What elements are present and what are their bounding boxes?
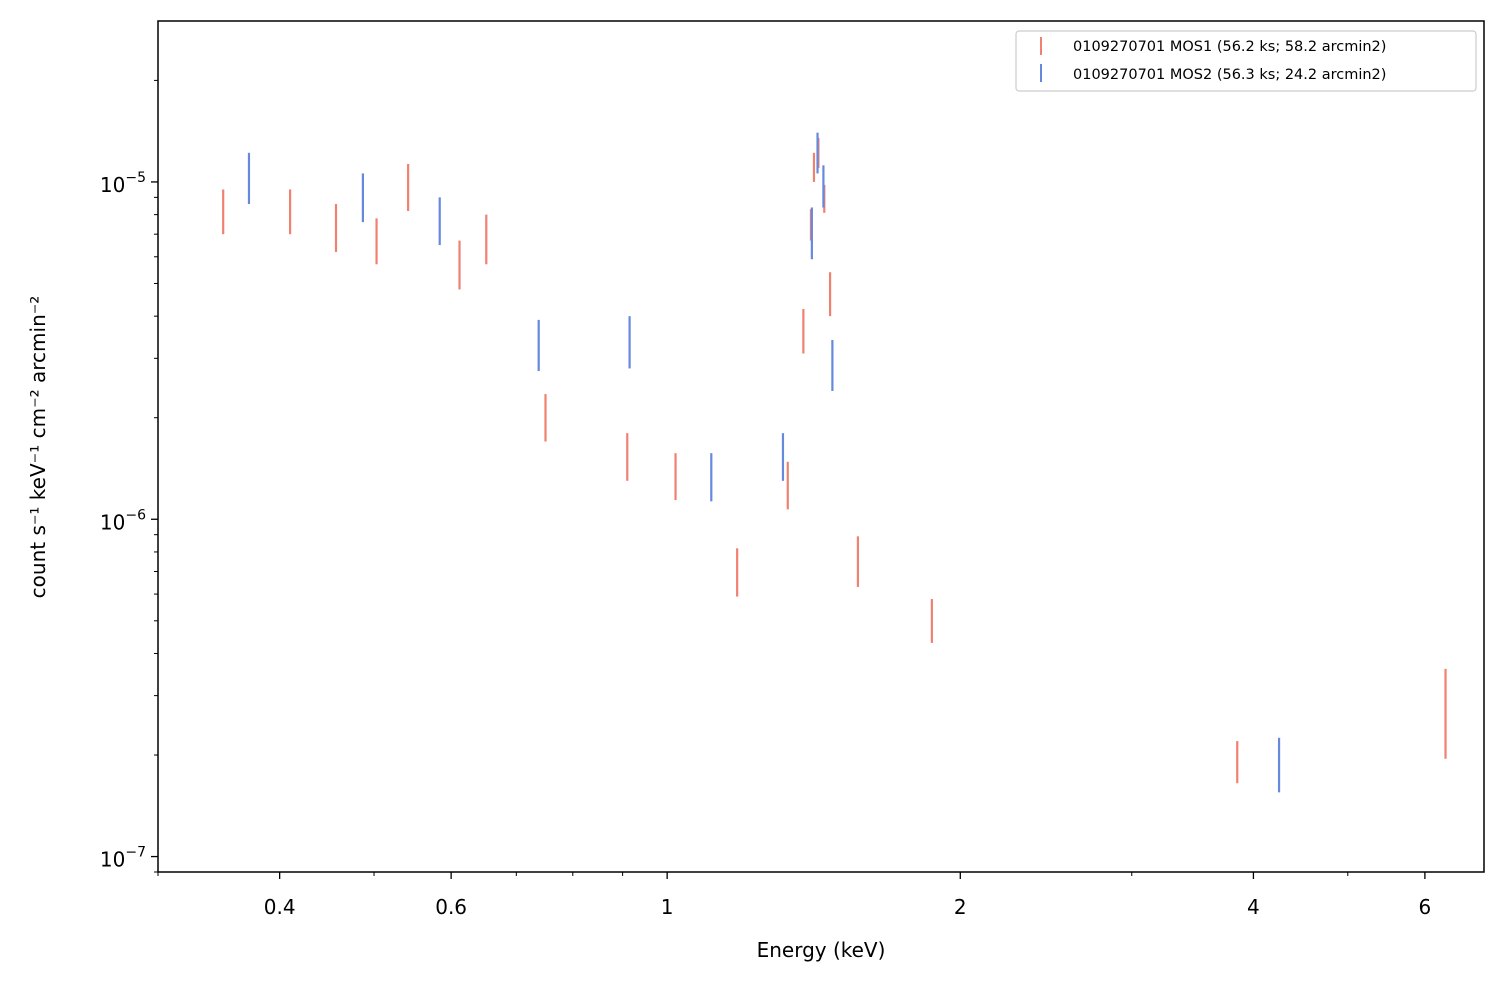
y-axis-label: count s⁻¹ keV⁻¹ cm⁻² arcmin⁻² (26, 296, 50, 599)
legend-label-mos1: 0109270701 MOS1 (56.2 ks; 58.2 arcmin2) (1073, 39, 1386, 55)
x-tick-label: 0.6 (435, 895, 467, 919)
y-tick-label: 10−5 (100, 170, 146, 197)
x-tick-label: 6 (1419, 895, 1432, 919)
plot-frame (157, 20, 1485, 873)
x-tick-label: 2 (954, 895, 967, 919)
x-tick-label: 0.4 (264, 895, 296, 919)
data-marks (222, 132, 1447, 793)
y-tick-label: 10−7 (100, 845, 146, 872)
x-axis-label: Energy (keV) (757, 938, 886, 962)
legend: 0109270701 MOS1 (56.2 ks; 58.2 arcmin2) … (1015, 30, 1477, 92)
legend-box (1015, 30, 1477, 92)
legend-label-mos2: 0109270701 MOS2 (56.3 ks; 24.2 arcmin2) (1073, 67, 1386, 83)
x-tick-label: 1 (661, 895, 674, 919)
x-axis: 0.4 0.6 1 2 4 6 (157, 872, 1432, 919)
x-tick-label: 4 (1247, 895, 1260, 919)
y-tick-label: 10−6 (100, 507, 146, 534)
y-axis: 10−5 10−6 10−7 (100, 79, 158, 873)
